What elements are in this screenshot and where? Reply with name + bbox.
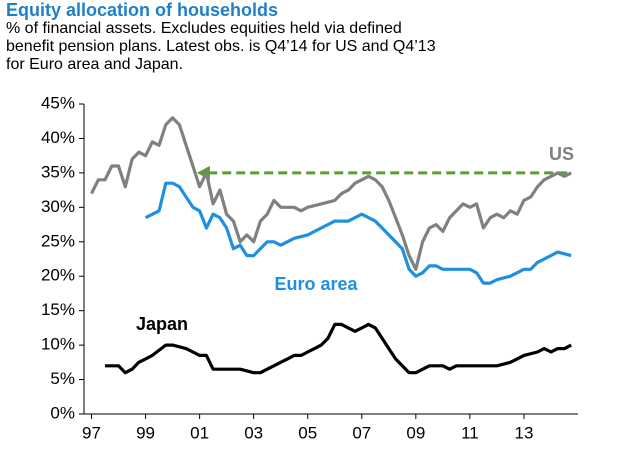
x-tick-label: 11 [461,423,479,442]
x-tick-label: 07 [352,423,371,442]
series-label: US [549,144,574,164]
series-label: Euro area [274,274,358,294]
y-tick-label: 0% [50,403,75,422]
chart-title: Equity allocation of households [6,0,279,20]
chart-subtitle: % of financial assets. Excludes equities… [6,20,436,73]
x-tick-label: 01 [190,423,209,442]
y-tick-label: 25% [41,231,75,250]
y-tick-label: 40% [41,128,75,147]
y-tick-label: 35% [41,162,75,181]
x-tick-label: 09 [406,423,425,442]
y-tick-label: 30% [41,197,75,216]
x-tick-label: 05 [298,423,317,442]
series-line [90,116,572,271]
x-tick-label: 13 [514,423,533,442]
y-tick-label: 20% [41,266,75,285]
series-label: Japan [136,314,188,334]
series-line [144,181,572,285]
y-tick-label: 45% [41,93,75,112]
x-tick-label: 03 [244,423,263,442]
x-tick-label: 97 [82,423,101,442]
y-tick-label: 15% [41,300,75,319]
y-tick-label: 5% [50,369,75,388]
series-line [105,322,572,375]
y-tick-label: 10% [41,335,75,354]
x-tick-label: 99 [136,423,155,442]
